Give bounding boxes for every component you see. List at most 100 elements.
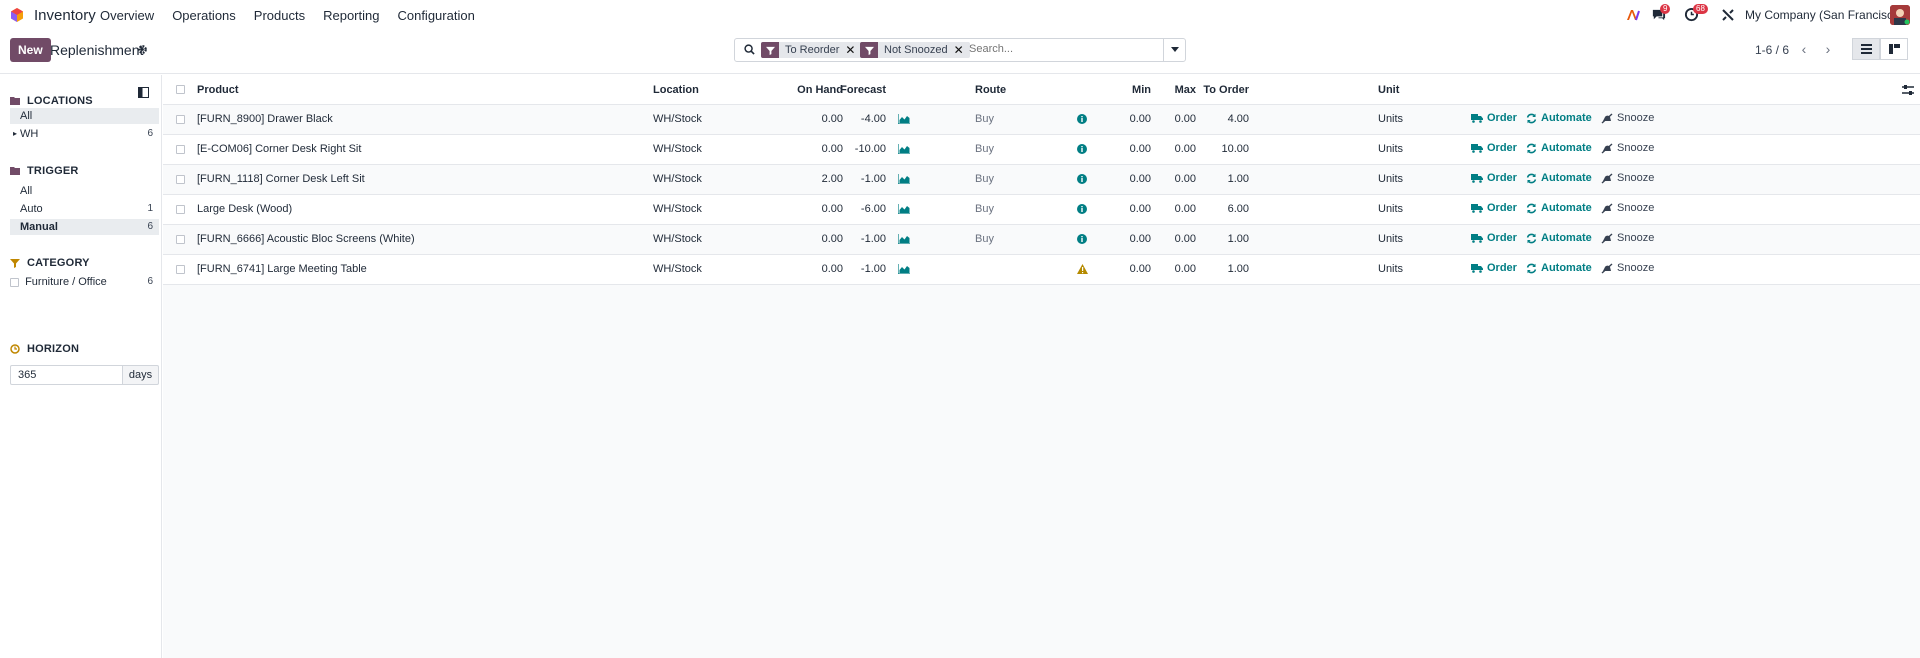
automate-button[interactable]: Automate xyxy=(1526,142,1592,154)
debug-tools-icon[interactable] xyxy=(1720,7,1736,23)
caret-right-icon[interactable]: ▸ xyxy=(13,129,18,138)
chevron-right-icon[interactable]: › xyxy=(1825,41,1831,57)
menu-operations[interactable]: Operations xyxy=(172,8,236,23)
filter-icon xyxy=(761,42,779,58)
row-checkbox[interactable] xyxy=(176,115,185,124)
activities-icon[interactable]: 68 xyxy=(1684,4,1708,23)
column-to-order[interactable]: To Order xyxy=(1203,84,1249,96)
table-row[interactable]: [E-COM06] Corner Desk Right Sit WH/Stock… xyxy=(163,135,1920,165)
gear-icon[interactable] xyxy=(137,44,148,55)
info-icon[interactable] xyxy=(1077,114,1087,127)
menu-overview[interactable]: Overview xyxy=(100,8,155,23)
order-button[interactable]: Order xyxy=(1471,112,1517,124)
automate-button[interactable]: Automate xyxy=(1526,232,1592,244)
sidebar-toggle-icon[interactable] xyxy=(138,87,149,98)
list-view-icon[interactable] xyxy=(1852,38,1880,60)
cell-unit: Units xyxy=(1378,203,1404,215)
pager-value[interactable]: 1-6 / 6 xyxy=(1755,43,1790,57)
automate-button[interactable]: Automate xyxy=(1526,262,1592,274)
column-max[interactable]: Max xyxy=(1174,84,1196,96)
order-label: Order xyxy=(1487,112,1517,124)
graph-icon[interactable] xyxy=(897,204,910,217)
snooze-button[interactable]: Snooze xyxy=(1601,142,1654,154)
caret-down-icon[interactable] xyxy=(1163,39,1185,61)
order-button[interactable]: Order xyxy=(1471,202,1517,214)
cell-to-order: 6.00 xyxy=(1227,203,1249,215)
snooze-button[interactable]: Snooze xyxy=(1601,112,1654,124)
info-icon[interactable] xyxy=(1077,144,1087,157)
order-button[interactable]: Order xyxy=(1471,142,1517,154)
automate-button[interactable]: Automate xyxy=(1526,202,1592,214)
select-all-checkbox[interactable] xyxy=(176,85,185,94)
location-item-wh[interactable]: ▸ WH 6 xyxy=(10,126,159,142)
row-checkbox[interactable] xyxy=(176,205,185,214)
column-forecast[interactable]: Forecast xyxy=(840,84,886,96)
snooze-button[interactable]: Snooze xyxy=(1601,232,1654,244)
search-bar: To Reorder ✕ Not Snoozed ✕ xyxy=(734,38,1186,62)
column-route[interactable]: Route xyxy=(975,84,1007,96)
cell-location: WH/Stock xyxy=(653,173,702,185)
column-location[interactable]: Location xyxy=(653,84,699,96)
menu-configuration[interactable]: Configuration xyxy=(397,8,475,23)
table-row[interactable]: [FURN_6741] Large Meeting Table WH/Stock… xyxy=(163,255,1920,285)
info-icon[interactable] xyxy=(1077,204,1087,217)
settings-sliders-icon[interactable] xyxy=(1902,84,1914,96)
trigger-item-manual[interactable]: Manual 6 xyxy=(10,219,159,235)
graph-icon[interactable] xyxy=(897,264,910,277)
snooze-icon xyxy=(1601,202,1613,214)
snooze-button[interactable]: Snooze xyxy=(1601,262,1654,274)
company-switcher[interactable]: My Company (San Francisco) xyxy=(1745,8,1904,22)
snooze-button[interactable]: Snooze xyxy=(1601,202,1654,214)
ai-assistant-icon[interactable] xyxy=(1625,7,1641,23)
messages-icon[interactable]: 9 xyxy=(1651,4,1671,23)
menu-products[interactable]: Products xyxy=(253,8,306,23)
cell-min: 0.00 xyxy=(1129,113,1151,125)
row-checkbox[interactable] xyxy=(176,175,185,184)
menu-reporting[interactable]: Reporting xyxy=(323,8,380,23)
table-row[interactable]: Large Desk (Wood) WH/Stock 0.00 -6.00 Bu… xyxy=(163,195,1920,225)
automate-button[interactable]: Automate xyxy=(1526,112,1592,124)
graph-icon[interactable] xyxy=(897,234,910,247)
table-row[interactable]: [FURN_8900] Drawer Black WH/Stock 0.00 -… xyxy=(163,105,1920,135)
kanban-view-icon[interactable] xyxy=(1880,38,1908,60)
search-input[interactable] xyxy=(969,43,1164,55)
snooze-label: Snooze xyxy=(1617,112,1655,124)
chevron-left-icon[interactable]: ‹ xyxy=(1801,41,1807,57)
search-icon[interactable] xyxy=(744,44,755,55)
order-button[interactable]: Order xyxy=(1471,232,1517,244)
table-row[interactable]: [FURN_6666] Acoustic Bloc Screens (White… xyxy=(163,225,1920,255)
trigger-item-all[interactable]: All xyxy=(10,183,159,199)
close-icon[interactable]: ✕ xyxy=(845,43,856,57)
order-button[interactable]: Order xyxy=(1471,172,1517,184)
close-icon[interactable]: ✕ xyxy=(953,43,964,57)
app-logo-icon[interactable] xyxy=(10,8,24,22)
horizon-input[interactable] xyxy=(10,365,123,385)
info-icon[interactable] xyxy=(1077,174,1087,187)
column-product[interactable]: Product xyxy=(197,84,239,96)
snooze-icon xyxy=(1601,112,1613,124)
info-icon[interactable] xyxy=(1077,234,1087,247)
location-item-all[interactable]: All xyxy=(10,108,159,124)
snooze-button[interactable]: Snooze xyxy=(1601,172,1654,184)
app-title[interactable]: Inventory xyxy=(34,7,96,24)
column-min[interactable]: Min xyxy=(1132,84,1151,96)
row-checkbox[interactable] xyxy=(176,235,185,244)
row-checkbox[interactable] xyxy=(176,265,185,274)
order-button[interactable]: Order xyxy=(1471,262,1517,274)
new-button[interactable]: New xyxy=(10,38,51,62)
location-label: All xyxy=(20,110,33,122)
column-on-hand[interactable]: On Hand xyxy=(797,84,843,96)
refresh-icon xyxy=(1526,233,1537,243)
user-avatar[interactable] xyxy=(1890,5,1910,25)
trigger-item-auto[interactable]: Auto 1 xyxy=(10,201,159,217)
graph-icon[interactable] xyxy=(897,144,910,157)
graph-icon[interactable] xyxy=(897,114,910,127)
graph-icon[interactable] xyxy=(897,174,910,187)
category-checkbox[interactable] xyxy=(10,277,19,287)
table-row[interactable]: [FURN_1118] Corner Desk Left Sit WH/Stoc… xyxy=(163,165,1920,195)
column-unit[interactable]: Unit xyxy=(1378,84,1400,96)
warning-icon[interactable] xyxy=(1077,264,1088,277)
automate-button[interactable]: Automate xyxy=(1526,172,1592,184)
category-item-furniture-office[interactable]: Furniture / Office 6 xyxy=(10,274,159,290)
row-checkbox[interactable] xyxy=(176,145,185,154)
